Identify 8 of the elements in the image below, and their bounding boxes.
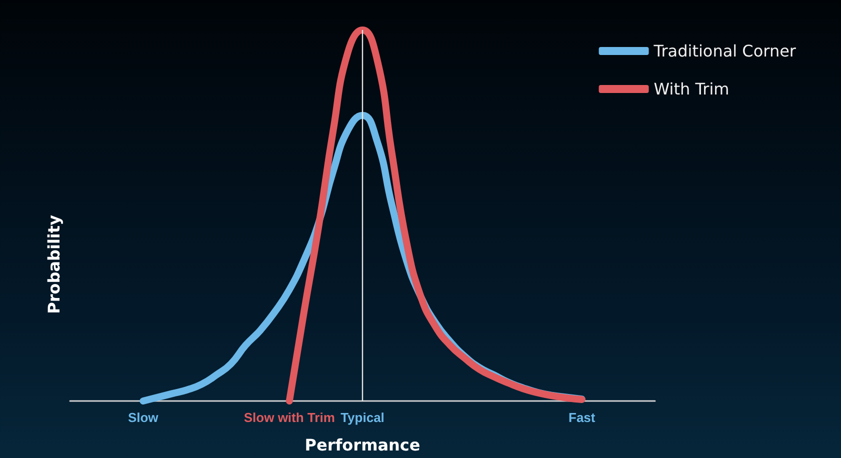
x-tick-label: Fast xyxy=(568,410,596,425)
y-axis-title: Probability xyxy=(44,214,64,314)
x-tick-label: Slow xyxy=(128,410,160,425)
x-tick-label: Typical xyxy=(340,410,384,425)
x-tick-label: Slow with Trim xyxy=(244,410,335,425)
legend-label: Traditional Corner xyxy=(652,42,796,60)
legend-label: With Trim xyxy=(654,80,730,98)
x-axis-title: Performance xyxy=(304,436,420,454)
